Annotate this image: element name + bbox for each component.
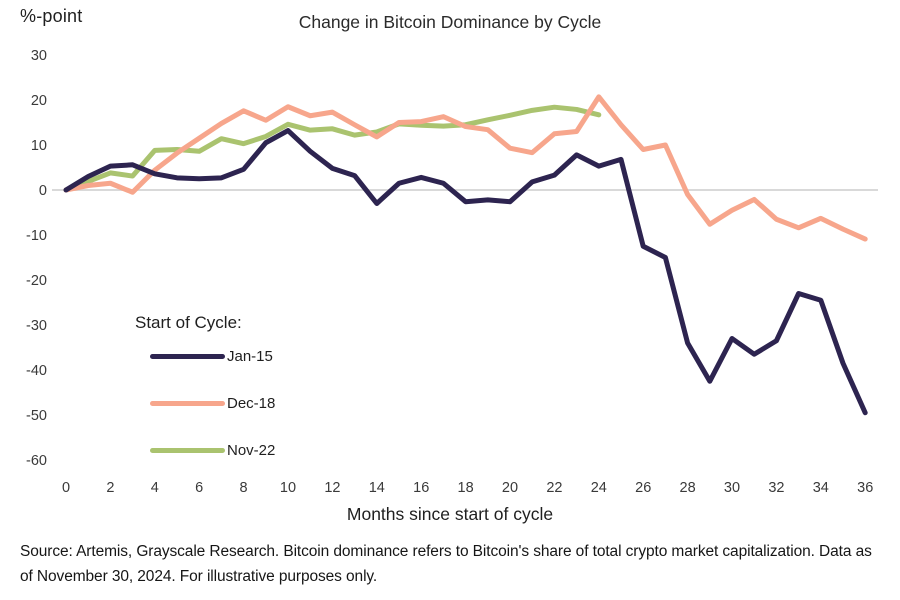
x-tick-label: 10 [280,480,296,496]
series-line-dec-18 [63,94,868,242]
x-tick-label: 22 [546,480,562,496]
x-tick-label: 18 [458,480,474,496]
legend-item-dec-18: Dec-18 [150,394,275,412]
y-axis-unit-label: %-point [20,6,83,26]
x-tick-label: 8 [240,480,248,496]
legend-item-jan-15: Jan-15 [150,347,275,365]
legend-title: Start of Cycle: [135,313,242,332]
dec-18-line-swatch [150,400,225,406]
x-tick-label: 4 [151,480,159,496]
x-tick-label: 34 [813,480,829,496]
y-tick-label: 10 [31,138,47,154]
series-line-jan-15 [63,128,868,416]
x-tick-label: 28 [680,480,696,496]
x-tick-label: 6 [195,480,203,496]
y-tick-label: -50 [26,408,47,424]
x-tick-label: 30 [724,480,740,496]
x-axis-label: Months since start of cycle [346,504,554,524]
x-tick-label: 36 [857,480,873,496]
y-tick-label: 30 [31,48,47,64]
x-tick-label: 0 [62,480,70,496]
legend-label-dec-18: Dec-18 [227,394,276,412]
series-line-nov-22 [63,104,602,193]
x-tick-label: 24 [591,480,607,496]
y-tick-label: 20 [31,93,47,109]
chart-title: Change in Bitcoin Dominance by Cycle [298,12,602,32]
y-tick-label: -40 [26,363,47,379]
x-tick-label: 20 [502,480,518,496]
legend: Start of Cycle: Jan-15 Dec-18 Nov-22 [135,313,275,488]
y-tick-label: -60 [26,453,47,469]
x-tick-label: 2 [106,480,114,496]
nov-22-line-swatch [150,447,225,453]
x-tick-label: 32 [768,480,784,496]
y-tick-label: 0 [39,183,47,199]
legend-label-nov-22: Nov-22 [227,441,276,459]
y-tick-label: -20 [26,273,47,289]
jan-15-line-swatch [150,353,225,359]
y-tick-label: -30 [26,318,47,334]
y-tick-label: -10 [26,228,47,244]
x-tick-label: 14 [369,480,385,496]
x-tick-label: 26 [635,480,651,496]
legend-item-nov-22: Nov-22 [150,441,275,459]
legend-label-jan-15: Jan-15 [227,347,273,365]
x-tick-label: 12 [324,480,340,496]
source-note: Source: Artemis, Grayscale Research. Bit… [20,543,872,585]
x-tick-label: 16 [413,480,429,496]
